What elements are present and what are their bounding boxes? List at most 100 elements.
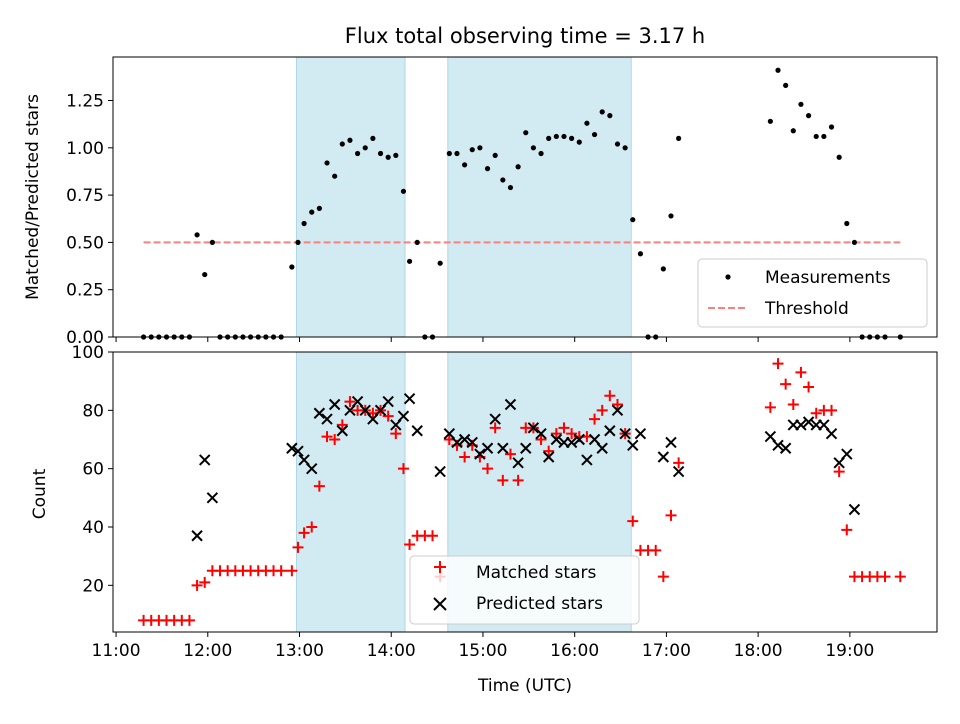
chart-title: Flux total observing time = 3.17 h [345, 24, 705, 48]
predicted-star-point [841, 448, 853, 460]
measurement-point [569, 135, 575, 141]
legend-predicted-label: Predicted stars [476, 594, 603, 614]
measurement-point [538, 150, 544, 157]
matched-star-point [336, 419, 348, 431]
measurement-point [660, 266, 666, 272]
matched-star-point [879, 571, 891, 583]
measurement-point [523, 130, 529, 136]
bottom-x-ticks: 11:00 12:00 13:00 14:00 15:00 16:00 17:00 18:00… [92, 632, 874, 661]
measurement-point [851, 239, 858, 246]
y-tick-label: 1.00 [66, 139, 104, 159]
predicted-stars-series [191, 392, 861, 542]
predicted-star-point [286, 442, 298, 454]
matched-star-point [841, 524, 853, 536]
measurement-point [316, 205, 322, 211]
matched-star-point [627, 515, 639, 527]
measurement-point [553, 133, 559, 140]
predicted-star-point [772, 439, 784, 452]
predicted-star-point [306, 462, 318, 475]
measurement-point [783, 82, 789, 88]
top-x-ticks [115, 337, 851, 342]
matched-star-point [795, 366, 807, 378]
matched-star-point [298, 527, 310, 539]
legend-predicted-marker [433, 597, 447, 611]
legend-matched-marker [434, 561, 446, 573]
bottom-y-ticks: 20 40 60 80 100 [72, 343, 113, 596]
predicted-star-point [634, 427, 647, 440]
predicted-star-point [802, 416, 815, 428]
x-tick-label: 11:00 [92, 641, 141, 661]
measurement-point [202, 271, 208, 278]
measurement-point [775, 67, 781, 73]
y-tick-label: 100 [72, 343, 104, 363]
matched-star-point [772, 358, 784, 370]
bottom-axes-frame [112, 351, 938, 633]
shaded-interval [295, 56, 406, 338]
predicted-star-point [458, 433, 471, 446]
x-tick-label: 18:00 [734, 641, 783, 661]
measurement-point [828, 124, 835, 130]
matched-star-point [650, 544, 662, 556]
predicted-star-point [795, 419, 807, 431]
measurement-point [370, 135, 376, 141]
top-axes-frame [112, 56, 938, 338]
predicted-star-point [512, 457, 524, 469]
predicted-star-point [779, 442, 792, 454]
measurement-point [805, 113, 812, 119]
y-tick-label: 1.25 [66, 92, 104, 112]
measurement-point [477, 145, 483, 151]
measurement-point [462, 162, 468, 168]
measurement-point [767, 118, 773, 124]
measurement-point [614, 141, 621, 147]
predicted-star-point [474, 448, 486, 460]
measurement-point [515, 164, 521, 170]
matched-star-point [673, 457, 685, 469]
top-legend: Measurements Threshold [697, 258, 928, 328]
top-shaded-intervals [295, 56, 632, 338]
predicted-star-point [848, 503, 861, 516]
matched-star-point [497, 474, 509, 486]
matched-star-point [550, 428, 562, 440]
predicted-star-point [672, 465, 685, 478]
measurement-point [295, 239, 301, 246]
matched-star-point [183, 614, 195, 626]
measurement-point [622, 145, 628, 151]
x-tick-label: 17:00 [642, 641, 691, 661]
matched-star-point [306, 521, 318, 533]
measurement-point [324, 160, 330, 166]
measurement-point [355, 150, 361, 157]
predicted-star-point [382, 395, 394, 408]
matched-star-point [611, 399, 623, 410]
predicted-star-point [565, 436, 578, 449]
matched-star-point [894, 571, 906, 583]
matched-star-point [504, 448, 516, 460]
measurement-point [507, 184, 514, 191]
predicted-star-point [434, 465, 446, 478]
predicted-star-point [627, 439, 639, 452]
measurement-point [798, 101, 804, 107]
matched-star-point [558, 422, 570, 434]
predicted-star-point [657, 451, 670, 463]
y-tick-label: 80 [82, 401, 104, 421]
legend-threshold-label: Threshold [764, 299, 849, 319]
matched-star-point [275, 565, 287, 577]
matched-star-point [482, 463, 494, 475]
predicted-star-point [619, 427, 631, 440]
y-tick-label: 20 [82, 576, 104, 596]
measurement-point [676, 135, 682, 141]
x-tick-label: 16:00 [550, 641, 599, 661]
measurement-point [194, 232, 200, 238]
measurement-point [599, 109, 605, 115]
predicted-star-point [535, 427, 547, 440]
predicted-star-point [581, 454, 593, 466]
top-legend-box [697, 258, 928, 328]
predicted-star-point [520, 442, 532, 454]
matched-star-point [382, 410, 394, 422]
measurement-point [607, 113, 613, 119]
top-y-axis-label: Matched/Predicted stars [23, 94, 43, 300]
measurement-point [637, 251, 644, 257]
measurement-point [454, 150, 460, 157]
measurement-point [400, 188, 407, 194]
shaded-interval [447, 56, 632, 338]
